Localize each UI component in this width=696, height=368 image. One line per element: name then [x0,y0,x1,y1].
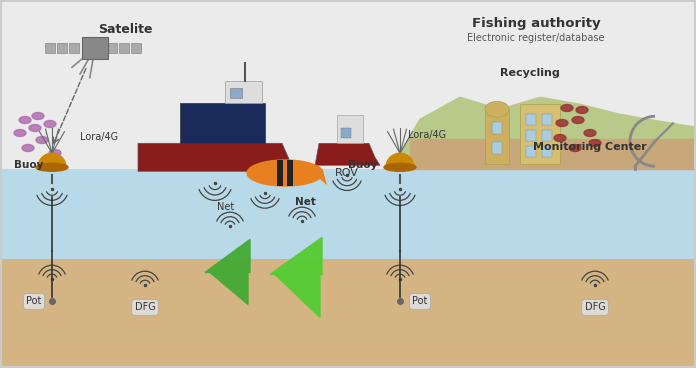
Text: Monitoring Center: Monitoring Center [533,142,647,152]
Ellipse shape [19,117,31,124]
Bar [0,169,696,259]
Text: DFG: DFG [585,302,606,312]
Ellipse shape [384,163,416,171]
Ellipse shape [36,137,48,144]
Polygon shape [315,143,380,165]
Ellipse shape [584,130,596,137]
Bar [230,88,242,98]
Bar [526,130,536,141]
Bar [492,142,502,154]
Bar [277,160,283,186]
Text: Fishing authority: Fishing authority [472,17,601,29]
Bar [119,43,129,53]
Polygon shape [180,103,265,143]
Ellipse shape [589,139,601,146]
Bar [57,43,67,53]
Polygon shape [386,153,414,167]
Bar [45,43,55,53]
Ellipse shape [485,101,509,117]
Text: DFG: DFG [134,302,155,312]
Ellipse shape [29,124,41,131]
Ellipse shape [554,134,566,142]
Bar [542,146,552,157]
Text: ROV: ROV [335,168,359,178]
Bar [542,130,552,141]
Polygon shape [410,139,696,169]
Polygon shape [337,115,363,143]
FancyBboxPatch shape [82,37,108,59]
Text: Satelite: Satelite [97,23,152,36]
Polygon shape [390,97,696,169]
Bar [526,114,536,125]
Bar [131,43,141,53]
Bar [341,128,351,138]
Polygon shape [315,171,327,185]
Ellipse shape [572,117,584,124]
Bar [287,160,293,186]
Ellipse shape [576,106,588,113]
Ellipse shape [22,145,34,152]
Bar [520,104,560,164]
Polygon shape [205,240,250,272]
Polygon shape [247,160,323,186]
Ellipse shape [556,120,568,127]
Polygon shape [210,272,248,304]
Text: Lora/4G: Lora/4G [408,130,446,140]
Bar [485,109,509,164]
Bar [0,0,696,169]
Bar [69,43,79,53]
Ellipse shape [32,113,44,120]
Bar [492,122,502,134]
Bar [542,114,552,125]
Text: Pot: Pot [412,297,427,307]
Text: Net: Net [294,198,315,208]
Text: Recycling: Recycling [500,68,560,78]
Polygon shape [38,153,66,167]
Polygon shape [225,81,262,103]
Ellipse shape [49,149,61,156]
Polygon shape [275,275,320,318]
Polygon shape [138,143,295,171]
Ellipse shape [44,120,56,127]
Text: Pot: Pot [26,297,42,307]
Text: Electronic register/database: Electronic register/database [467,33,605,43]
Text: Net: Net [217,202,235,212]
Text: Buoy: Buoy [348,160,377,170]
Text: Buoy: Buoy [14,160,43,170]
Bar [0,259,696,368]
Text: Lora/4G: Lora/4G [80,132,118,142]
Bar [526,146,536,157]
Ellipse shape [159,156,171,166]
Ellipse shape [561,105,573,112]
Polygon shape [270,237,322,275]
Bar [107,43,117,53]
Ellipse shape [14,130,26,137]
Ellipse shape [36,163,68,171]
Ellipse shape [569,145,581,152]
